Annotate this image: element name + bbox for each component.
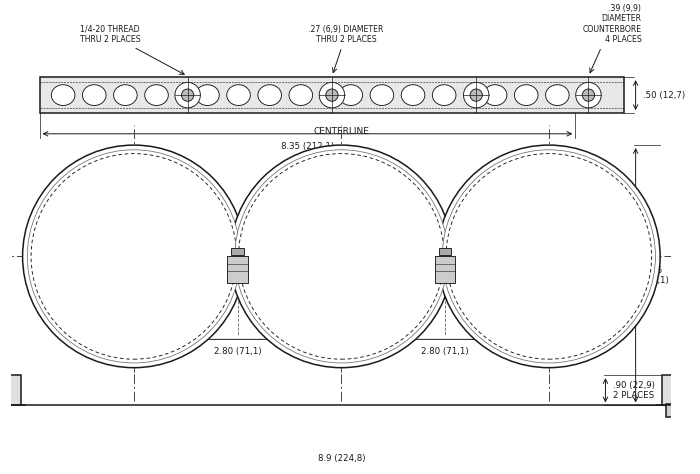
Circle shape — [442, 150, 655, 363]
Ellipse shape — [195, 85, 219, 106]
Circle shape — [230, 145, 453, 368]
Text: 8.9 (224,8): 8.9 (224,8) — [318, 455, 365, 464]
Ellipse shape — [483, 85, 507, 106]
Ellipse shape — [113, 85, 137, 106]
Text: 8.35 (212,1): 8.35 (212,1) — [281, 142, 334, 151]
Text: .50 (12,7): .50 (12,7) — [643, 91, 685, 100]
Bar — [666, 403, 674, 417]
Text: 2.80 (71,1): 2.80 (71,1) — [421, 347, 469, 356]
Circle shape — [319, 82, 344, 108]
Circle shape — [22, 145, 245, 368]
Ellipse shape — [339, 85, 363, 106]
Bar — [228, 256, 248, 283]
Circle shape — [181, 89, 194, 101]
Text: .35 (8,9)
2 PLACES: .35 (8,9) 2 PLACES — [613, 256, 654, 276]
Ellipse shape — [370, 85, 393, 106]
Ellipse shape — [289, 85, 313, 106]
Ellipse shape — [83, 85, 106, 106]
Ellipse shape — [545, 85, 569, 106]
Text: .27 (6,9) DIAMETER
THRU 2 PLACES: .27 (6,9) DIAMETER THRU 2 PLACES — [309, 25, 384, 73]
Circle shape — [463, 82, 489, 108]
Ellipse shape — [145, 85, 168, 106]
Bar — [0, 375, 21, 405]
Text: CENTERLINE: CENTERLINE — [314, 127, 370, 136]
Ellipse shape — [227, 85, 251, 106]
Circle shape — [470, 89, 482, 101]
Text: 1/4-20 THREAD
THRU 2 PLACES: 1/4-20 THREAD THRU 2 PLACES — [80, 25, 184, 74]
Circle shape — [582, 89, 594, 101]
Text: .39 (9,9)
DIAMETER
COUNTERBORE
4 PLACES: .39 (9,9) DIAMETER COUNTERBORE 4 PLACES — [582, 4, 641, 73]
Text: .90 (22,9)
2 PLACES: .90 (22,9) 2 PLACES — [613, 381, 655, 400]
Bar — [662, 375, 690, 405]
Text: 2.46 (62,5)
DIAMETER
2 PLACES: 2.46 (62,5) DIAMETER 2 PLACES — [527, 199, 603, 305]
Circle shape — [31, 154, 237, 359]
Circle shape — [27, 150, 240, 363]
Circle shape — [239, 154, 444, 359]
Ellipse shape — [433, 85, 456, 106]
Circle shape — [438, 145, 660, 368]
Text: 1/4-20 x 1.25 BOLT
2 PLACES: 1/4-20 x 1.25 BOLT 2 PLACES — [0, 473, 1, 474]
Ellipse shape — [258, 85, 281, 106]
Ellipse shape — [51, 85, 75, 106]
Circle shape — [234, 150, 448, 363]
Bar — [40, 77, 624, 113]
Bar — [439, 248, 452, 255]
Circle shape — [326, 89, 338, 101]
Circle shape — [446, 154, 652, 359]
Text: 2.76
(70,1): 2.76 (70,1) — [643, 265, 669, 285]
Circle shape — [175, 82, 200, 108]
Ellipse shape — [577, 85, 601, 106]
Bar — [0, 403, 7, 417]
Text: 2.80 (71,1): 2.80 (71,1) — [214, 347, 261, 356]
Bar — [232, 248, 244, 255]
Ellipse shape — [401, 85, 425, 106]
Ellipse shape — [514, 85, 538, 106]
Bar — [435, 256, 456, 283]
Circle shape — [575, 82, 601, 108]
